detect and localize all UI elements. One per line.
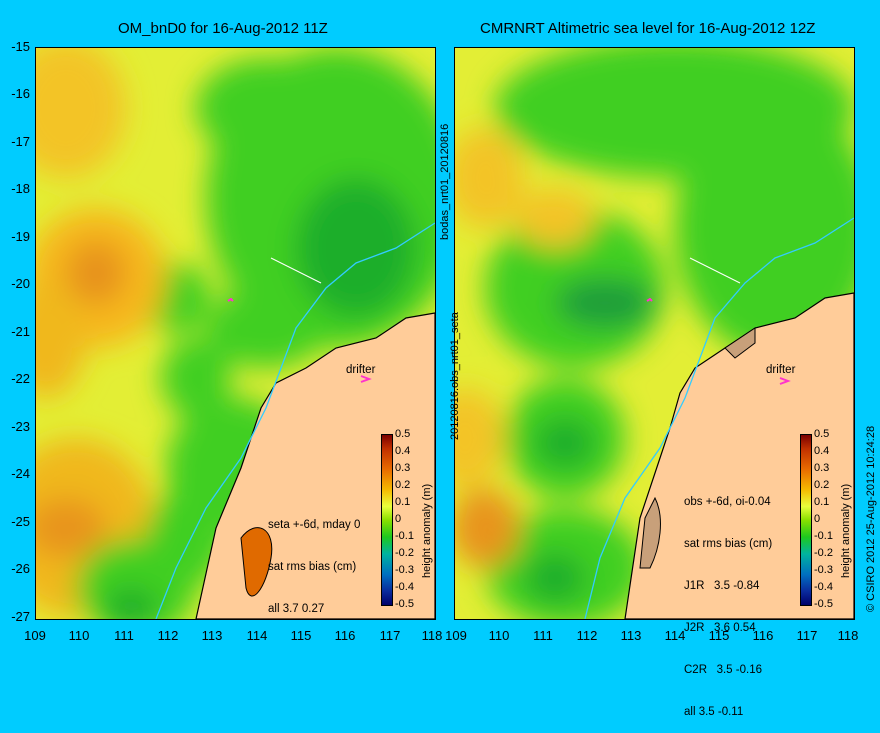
x-tick: 118 [421, 628, 443, 643]
x-tick: 111 [114, 628, 134, 643]
colorbar-tick: -0.3 [814, 564, 833, 576]
obs-file-label: 20120816.obs_nrt01_seta [449, 312, 461, 440]
stats-line: J2R 3.6 0.54 [684, 622, 756, 634]
y-tick: -18 [11, 181, 30, 196]
stats-line: C2R 3.5 -0.16 [684, 664, 762, 676]
y-tick: -21 [11, 324, 30, 339]
colorbar-tick: -0.5 [395, 598, 414, 610]
x-tick: 114 [664, 628, 686, 643]
x-tick: 115 [290, 628, 312, 643]
x-tick: 113 [620, 628, 642, 643]
y-tick: -25 [11, 514, 30, 529]
credit-label: © CSIRO 2012 25-Aug-2012 10:24:28 [865, 425, 877, 612]
colorbar-tick: 0.4 [814, 445, 830, 457]
right-stats: obs +-6d, oi-0.04 sat rms bias (cm) J1R … [684, 467, 772, 733]
stats-line: J1R 3.5 -0.84 [684, 580, 760, 592]
stats-line: all 3.5 -0.11 [684, 706, 744, 718]
colorbar-tick: 0.5 [395, 428, 411, 440]
colorbar-tick: -0.2 [395, 547, 414, 559]
colorbar-left-title: height anomaly (m) [421, 483, 433, 578]
colorbar-tick: -0.5 [814, 598, 833, 610]
x-tick: 114 [246, 628, 268, 643]
left-map-panel [35, 47, 436, 620]
colorbar-right [800, 434, 812, 606]
colorbar-left [381, 434, 393, 606]
colorbar-tick: 0.3 [395, 462, 411, 474]
colorbar-tick: 0 [395, 513, 402, 525]
colorbar-tick: -0.1 [814, 530, 833, 542]
colorbar-tick: 0.2 [395, 479, 411, 491]
y-tick: -19 [11, 229, 30, 244]
x-tick: 110 [68, 628, 90, 643]
x-tick: 113 [201, 628, 223, 643]
y-tick: -22 [11, 371, 30, 386]
stats-line: all 3.7 0.27 [268, 603, 325, 615]
stats-line: sat rms bias (cm) [268, 561, 357, 573]
y-tick: -23 [11, 419, 30, 434]
stats-line: obs +-6d, oi-0.04 [684, 496, 771, 508]
colorbar-tick: -0.4 [395, 581, 414, 593]
x-tick: 118 [837, 628, 859, 643]
colorbar-tick: -0.2 [814, 547, 833, 559]
y-tick: -16 [11, 86, 30, 101]
x-tick: 117 [796, 628, 818, 643]
x-tick: 115 [708, 628, 730, 643]
colorbar-right-title: height anomaly (m) [840, 483, 852, 578]
colorbar-tick: 0.1 [395, 496, 411, 508]
right-map-field [455, 48, 854, 619]
x-tick: 112 [576, 628, 598, 643]
x-tick: 116 [752, 628, 774, 643]
colorbar-tick: 0.5 [814, 428, 830, 440]
left-map-title: OM_bnD0 for 16-Aug-2012 11Z [118, 20, 328, 37]
drifter-label-left: drifter [346, 364, 376, 376]
colorbar-tick: 0 [814, 513, 821, 525]
x-tick: 117 [379, 628, 401, 643]
left-map-field [36, 48, 435, 619]
x-tick: 112 [157, 628, 179, 643]
stats-line: seta +-6d, mday 0 [268, 519, 361, 531]
colorbar-tick: 0.4 [395, 445, 411, 457]
colorbar-tick: -0.3 [395, 564, 414, 576]
colorbar-tick: 0.1 [814, 496, 830, 508]
y-tick: -20 [11, 276, 30, 291]
y-tick: -17 [11, 134, 30, 149]
colorbar-tick: 0.2 [814, 479, 830, 491]
colorbar-tick: -0.1 [395, 530, 414, 542]
y-tick: -15 [11, 39, 30, 54]
left-stats: seta +-6d, mday 0 sat rms bias (cm) all … [268, 490, 360, 630]
colorbar-tick: -0.4 [814, 581, 833, 593]
y-tick: -24 [11, 466, 30, 481]
colorbar-tick: 0.3 [814, 462, 830, 474]
right-map-panel [454, 47, 855, 620]
y-tick: -26 [11, 561, 30, 576]
model-file-label: bodas_nrt01_20120816 [439, 123, 451, 240]
stats-line: sat rms bias (cm) [684, 538, 773, 550]
x-tick: 109 [445, 628, 467, 643]
x-tick: 116 [334, 628, 356, 643]
x-tick: 110 [488, 628, 510, 643]
right-map-title: CMRNRT Altimetric sea level for 16-Aug-2… [480, 20, 816, 37]
x-tick: 109 [24, 628, 46, 643]
drifter-label-right: drifter [766, 364, 796, 376]
y-tick: -27 [11, 609, 30, 624]
x-tick: 111 [533, 628, 553, 643]
